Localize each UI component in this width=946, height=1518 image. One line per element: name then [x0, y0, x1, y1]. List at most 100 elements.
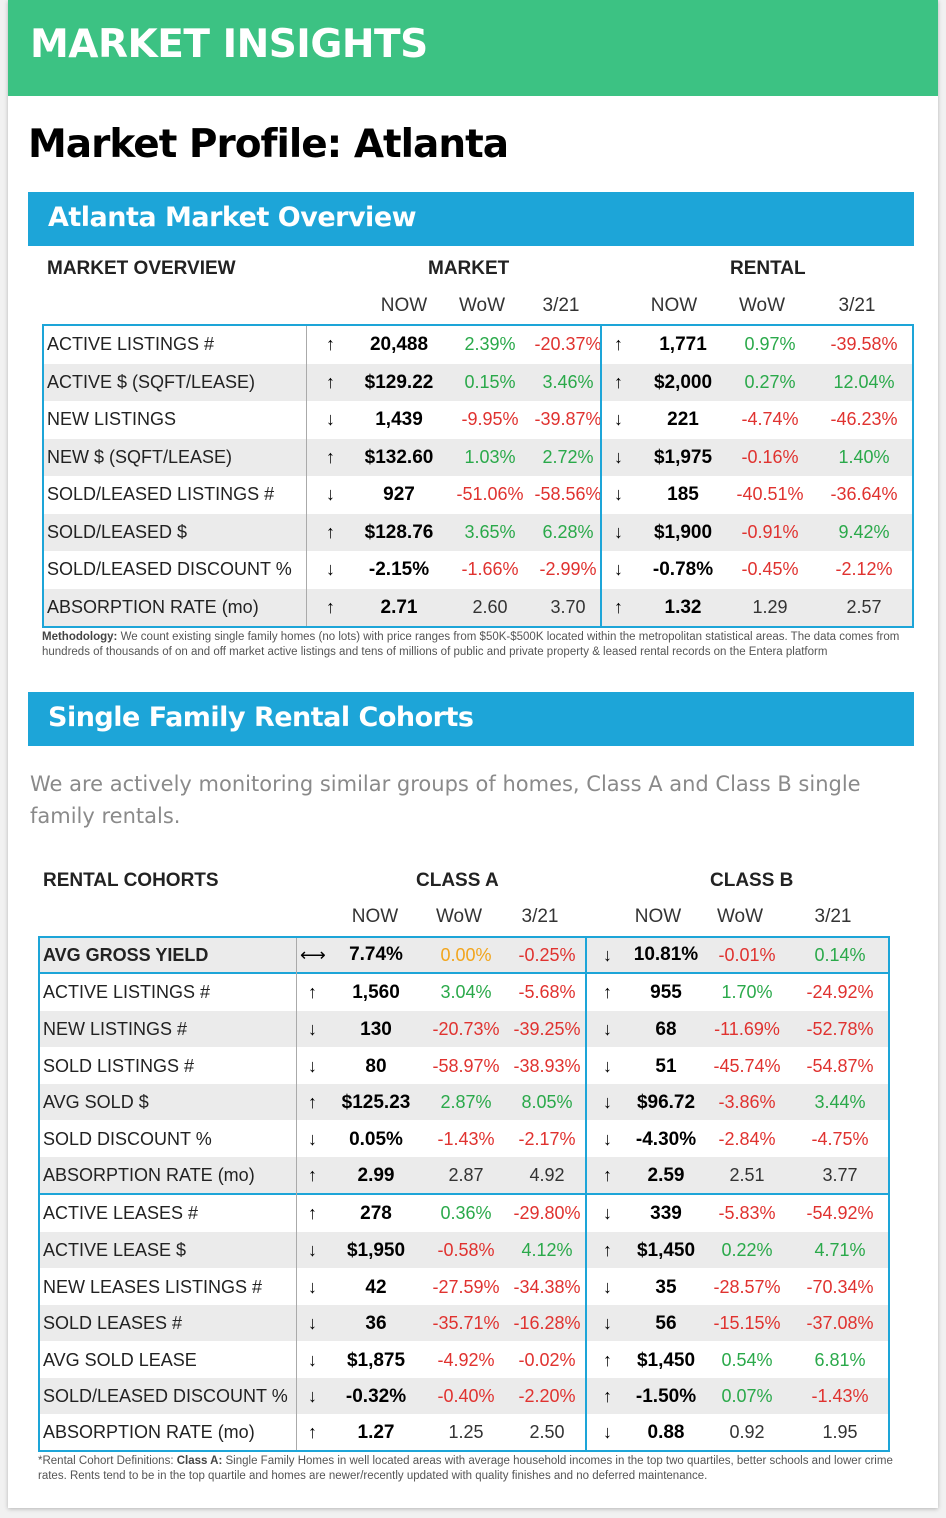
cohorts-col-wow-b: WoW: [716, 906, 764, 927]
class-a-wow: -35.71%: [432, 1313, 500, 1333]
trend-arrow: ↓: [308, 1129, 317, 1149]
class-a-wow: 0.36%: [440, 1203, 492, 1223]
trend-arrow: ↓: [326, 484, 335, 504]
cohorts-col-321-b: 3/21: [814, 906, 852, 927]
class-a-321: -16.28%: [513, 1313, 581, 1333]
trend-arrow: ↓: [603, 1092, 612, 1112]
banner: MARKET INSIGHTS: [8, 0, 938, 96]
market-wow: -51.06%: [456, 484, 524, 504]
trend-arrow: ⟷: [300, 945, 326, 965]
market-321: 3.70: [550, 596, 586, 617]
trend-arrow: ↑: [326, 521, 335, 542]
row-label: AVG SOLD $: [43, 1092, 149, 1112]
row-label: SOLD/LEASED $: [47, 521, 188, 542]
market-321: -39.87%: [534, 409, 602, 429]
class-a-now: 1,560: [352, 982, 400, 1003]
trend-arrow: ↑: [614, 596, 623, 617]
class-a-now: 278: [360, 1203, 392, 1224]
market-wow: 0.15%: [464, 371, 516, 392]
overview-table-title: MARKET OVERVIEW: [47, 258, 236, 279]
trend-arrow: ↑: [308, 1203, 317, 1223]
row-label: SOLD/LEASED DISCOUNT %: [47, 559, 292, 579]
class-a-321: -29.80%: [513, 1203, 581, 1223]
market-wow: -9.95%: [461, 409, 519, 429]
footnote-class-a-label: Class A:: [176, 1455, 223, 1467]
class-b-now: 51: [655, 1056, 677, 1077]
trend-arrow: ↑: [603, 1165, 612, 1185]
class-b-now: 0.88: [647, 1422, 685, 1443]
trend-arrow: ↓: [326, 409, 335, 429]
market-now: $132.60: [364, 446, 434, 468]
overview-col-321-market: 3/21: [542, 295, 580, 316]
rental-321: -2.12%: [835, 559, 893, 579]
trend-arrow: ↑: [326, 334, 335, 354]
table-row: NEW LISTINGS # ↓ 130 -20.73% -39.25% ↓ 68 -11.6…: [40, 1011, 888, 1047]
trend-arrow: ↑: [308, 1092, 317, 1112]
market-321: -58.56%: [534, 484, 602, 504]
table-row: SOLD/LEASED DISCOUNT % ↓ -0.32% -0.40% -2.20…: [40, 1378, 888, 1414]
overview-col-now-rental: NOW: [650, 295, 698, 316]
cohorts-table-title: RENTAL COHORTS: [43, 870, 219, 891]
row-label: ABSORPTION RATE (mo): [43, 1422, 255, 1442]
class-a-now: $1,950: [346, 1240, 406, 1261]
methodology-label: Methodology:: [42, 631, 118, 643]
row-label: AVG SOLD LEASE: [43, 1350, 197, 1370]
table-row: ACTIVE LEASES # ↑ 278 0.36% -29.80% ↓ 339 -5.83…: [40, 1195, 888, 1231]
trend-arrow: ↑: [308, 982, 317, 1002]
class-a-wow: -58.97%: [432, 1056, 500, 1076]
class-b-now: 56: [655, 1313, 677, 1334]
market-now: 927: [383, 484, 415, 505]
overview-section-header: Atlanta Market Overview: [28, 192, 914, 246]
class-b-321: 0.14%: [814, 945, 866, 965]
class-a-321: -38.93%: [513, 1056, 581, 1076]
methodology-note: Methodology: We count existing single fa…: [42, 630, 914, 660]
class-a-wow: -4.92%: [437, 1350, 495, 1370]
trend-arrow: ↓: [308, 1313, 317, 1333]
table-row: ACTIVE LISTINGS # ↑ 1,560 3.04% -5.68% ↑ 955 1.…: [40, 974, 888, 1010]
class-b-wow: 2.51: [729, 1165, 765, 1185]
trend-arrow: ↓: [308, 1019, 317, 1039]
trend-arrow: ↓: [614, 484, 623, 504]
row-label: NEW $ (SQFT/LEASE): [47, 446, 233, 467]
rental-wow: -40.51%: [736, 484, 804, 504]
market-wow: 2.39%: [464, 334, 516, 354]
market-wow: 1.03%: [464, 446, 516, 467]
trend-arrow: ↓: [614, 559, 623, 579]
class-b-321: -1.43%: [811, 1386, 869, 1406]
class-b-wow: -0.01%: [718, 945, 776, 965]
rental-now: 185: [667, 484, 699, 505]
class-b-wow: 0.07%: [721, 1386, 773, 1406]
overview-group-market: MARKET: [428, 258, 510, 279]
row-label: ACTIVE LISTINGS #: [47, 334, 215, 354]
cohorts-divider: [585, 936, 587, 1452]
row-label: AVG GROSS YIELD: [43, 945, 209, 965]
class-b-wow: 0.54%: [721, 1350, 773, 1370]
rental-wow: -0.16%: [741, 446, 799, 467]
class-a-321: -2.20%: [518, 1386, 576, 1406]
trend-arrow: ↓: [308, 1056, 317, 1076]
market-now: 2.71: [380, 596, 418, 618]
table-row: ABSORPTION RATE (mo) ↑ 1.27 1.25 2.50 ↓ 0.88 0.…: [40, 1414, 888, 1450]
class-a-now: 130: [360, 1019, 392, 1040]
market-321: -20.37%: [534, 334, 602, 354]
trend-arrow: ↑: [603, 1350, 612, 1370]
trend-arrow: ↑: [326, 371, 335, 392]
row-label: SOLD DISCOUNT %: [43, 1129, 212, 1149]
table-row: SOLD/LEASED LISTINGS # ↓ 927 -51.06% -58.56%…: [44, 476, 912, 513]
overview-divider: [600, 324, 602, 628]
footnote-lead: *Rental Cohort Definitions:: [38, 1455, 177, 1467]
class-a-wow: -20.73%: [432, 1019, 500, 1039]
class-a-321: -2.17%: [518, 1129, 576, 1149]
rental-wow: -0.91%: [741, 521, 799, 542]
class-a-321: -5.68%: [518, 982, 576, 1002]
row-label: ACTIVE LISTINGS #: [43, 982, 211, 1002]
class-a-wow: -0.40%: [437, 1386, 495, 1406]
market-wow: 2.60: [472, 596, 508, 617]
trend-arrow: ↓: [603, 945, 612, 965]
class-b-now: -4.30%: [635, 1129, 697, 1150]
class-b-now: -1.50%: [635, 1386, 697, 1407]
class-b-321: 1.95: [822, 1422, 858, 1442]
cohorts-col-wow-a: WoW: [435, 906, 483, 927]
table-row: ABSORPTION RATE (mo) ↑ 2.71 2.60 3.70 ↑ 1.32 1.…: [44, 588, 912, 626]
market-now: $128.76: [364, 521, 434, 543]
